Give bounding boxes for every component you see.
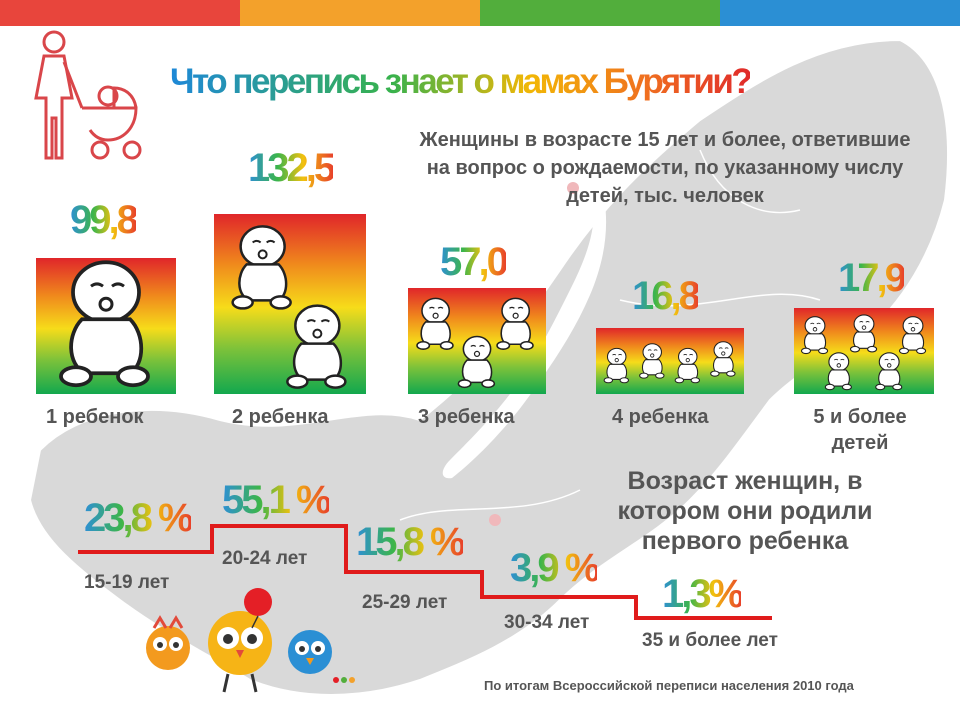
baby-group — [416, 297, 534, 389]
children-4-value: 16,8 — [632, 274, 701, 318]
age-5-label: 35 и более лет — [642, 630, 778, 651]
map-river-3 — [699, 149, 801, 214]
age-3-label: 25-29 лет — [362, 592, 448, 613]
baby-group — [603, 341, 736, 384]
chart-subtitle: Женщины в возрасте 15 лет и более, ответ… — [419, 129, 911, 207]
baby-icon — [710, 341, 736, 377]
baby-icon — [875, 352, 903, 391]
footer-source: По итогам Всероссийской переписи населен… — [484, 678, 854, 693]
map-city-dot — [567, 182, 579, 194]
baby-icon — [231, 225, 292, 310]
children-5-box — [794, 308, 934, 394]
baby-icon — [286, 304, 347, 389]
age-heading: Возраст женщин, в котором они родили пер… — [617, 467, 873, 555]
baby-group — [800, 314, 927, 391]
children-5-value: 17,9 — [838, 256, 907, 300]
baby-icon — [457, 335, 496, 389]
children-5-label: 5 и более детей — [813, 406, 907, 454]
top-color-bar — [0, 0, 960, 26]
map-river-2 — [399, 489, 581, 521]
age-2-percent: 55,1 % — [222, 478, 332, 522]
age-1-label: 15-19 лет — [84, 572, 170, 593]
children-1-value: 99,8 — [70, 198, 139, 242]
children-3-box — [408, 288, 546, 394]
baby-icon — [496, 297, 534, 350]
children-3-value: 57,0 — [440, 240, 509, 284]
children-4-label: 4 ребенка — [612, 406, 709, 428]
map-city-dot — [489, 514, 501, 526]
children-1-box — [36, 258, 176, 394]
age-2-label: 20-24 лет — [222, 548, 308, 569]
baby-icon — [824, 352, 852, 391]
baby-icon — [416, 297, 454, 350]
children-3-label: 3 ребенка — [418, 406, 515, 428]
age-4-label: 30-34 лет — [504, 612, 590, 633]
age-5-percent: 1,3% — [662, 572, 744, 616]
children-4-box — [596, 328, 744, 394]
baby-group — [59, 260, 150, 388]
map-river-1 — [619, 293, 821, 307]
baby-group — [231, 225, 347, 389]
children-1-label: 1 ребенок — [46, 406, 144, 428]
baby-icon — [674, 347, 701, 384]
top-bar-blue — [720, 0, 960, 26]
children-2-value: 132,5 — [248, 146, 336, 190]
top-bar-red — [0, 0, 240, 26]
age-3-percent: 15,8 % — [356, 520, 466, 564]
baby-icon — [603, 347, 630, 384]
page-title: Что перепись знает о мамах Бурятии? — [170, 62, 753, 101]
children-2-box — [214, 214, 366, 394]
top-bar-orange — [240, 0, 480, 26]
age-4-percent: 3,9 % — [510, 546, 600, 590]
top-bar-green — [480, 0, 720, 26]
baby-icon — [849, 314, 878, 353]
children-2-label: 2 ребенка — [232, 406, 329, 428]
census-mascots — [146, 588, 355, 693]
baby-icon — [639, 343, 665, 379]
baby-icon — [800, 316, 829, 355]
baby-icon — [898, 316, 927, 355]
mother-with-stroller-icon — [34, 30, 142, 160]
baby-icon — [59, 260, 150, 388]
age-1-percent: 23,8 % — [84, 496, 194, 540]
